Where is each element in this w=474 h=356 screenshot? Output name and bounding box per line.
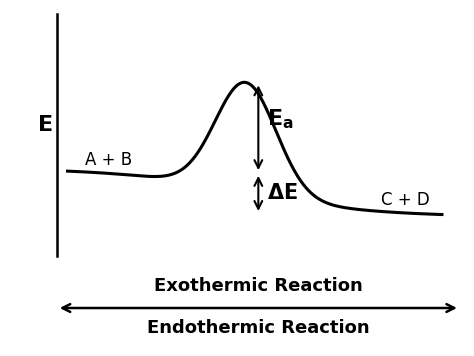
Text: Exothermic Reaction: Exothermic Reaction bbox=[154, 277, 363, 295]
Y-axis label: E: E bbox=[38, 115, 54, 135]
Text: A + B: A + B bbox=[85, 151, 133, 169]
Text: $\mathbf{\Delta E}$: $\mathbf{\Delta E}$ bbox=[267, 183, 298, 203]
Text: Endothermic Reaction: Endothermic Reaction bbox=[147, 319, 370, 337]
Text: $\mathbf{E_a}$: $\mathbf{E_a}$ bbox=[267, 107, 294, 131]
Text: C + D: C + D bbox=[382, 192, 430, 209]
